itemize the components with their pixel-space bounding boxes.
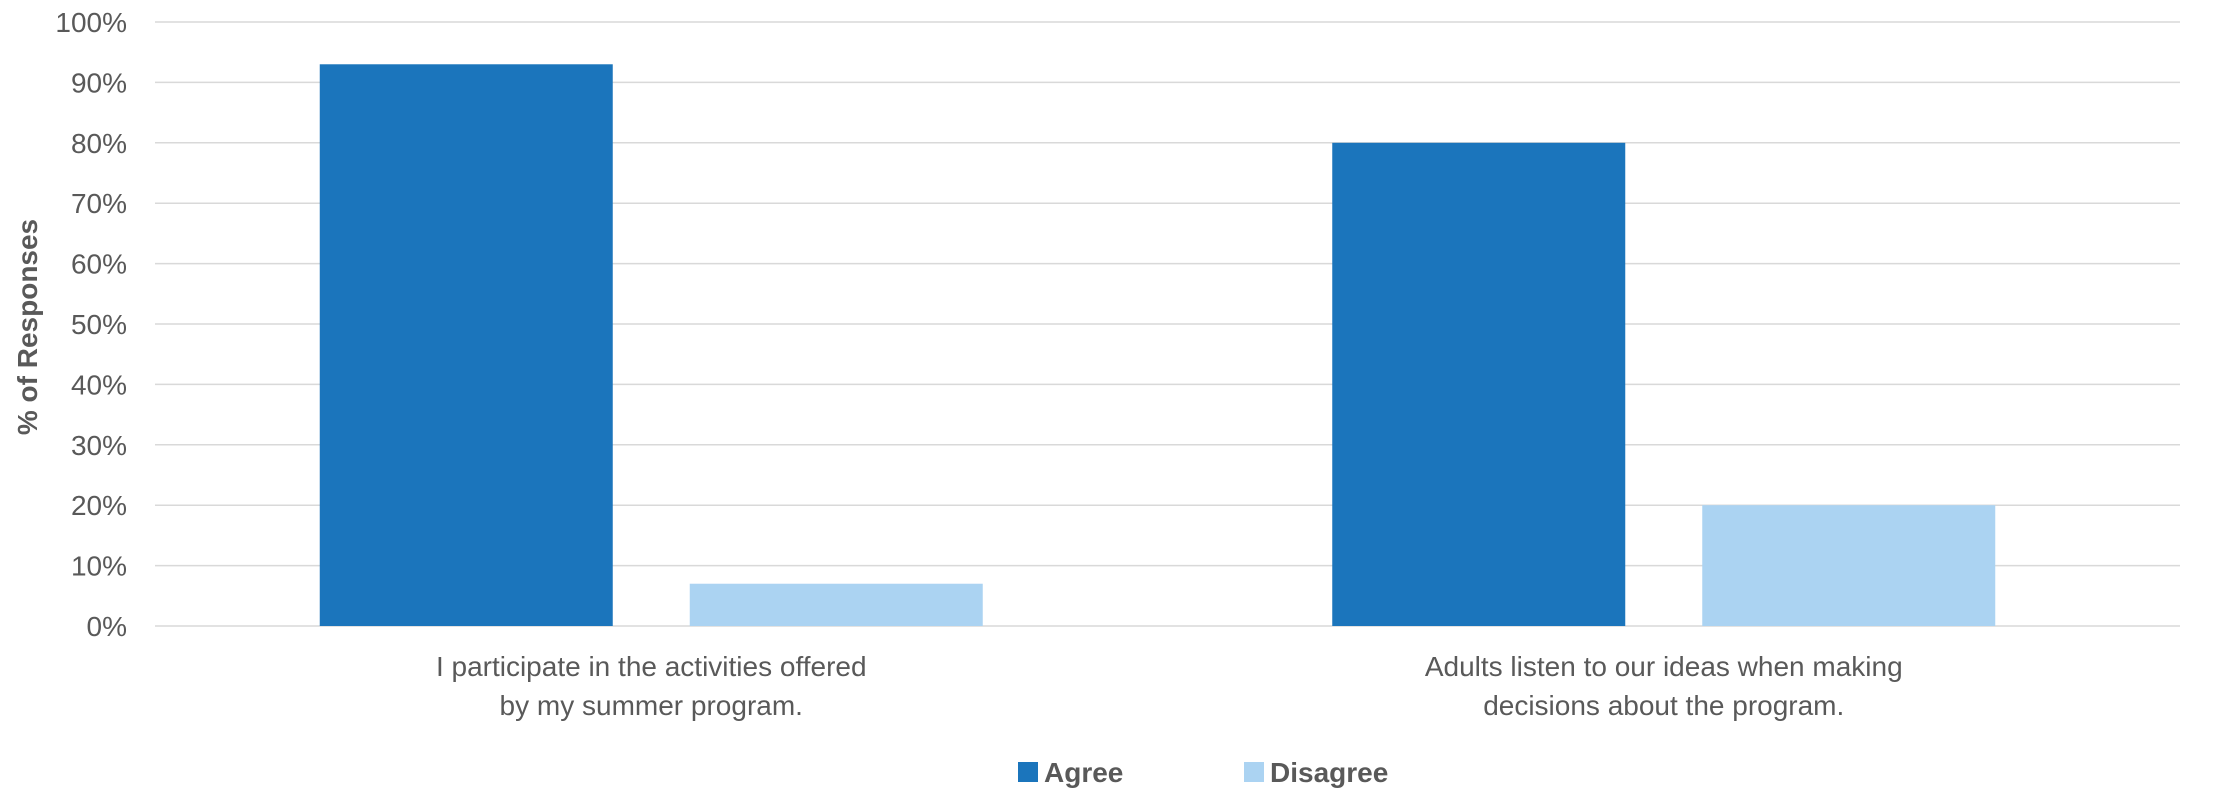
x-category-label: decisions about the program.	[1483, 690, 1844, 721]
y-tick-label: 30%	[71, 430, 127, 461]
x-category-label: Adults listen to our ideas when making	[1425, 651, 1903, 682]
y-tick-label: 90%	[71, 67, 127, 98]
legend-swatch-agree	[1018, 762, 1038, 782]
legend-label-agree: Agree	[1044, 757, 1123, 788]
y-tick-label: 40%	[71, 369, 127, 400]
x-category-label: I participate in the activities offered	[436, 651, 867, 682]
y-axis-ticks: 0% 10% 20% 30% 40% 50% 60% 70% 80% 90% 100%	[55, 7, 127, 642]
y-tick-label: 70%	[71, 188, 127, 219]
x-category-label: by my summer program.	[500, 690, 803, 721]
y-tick-label: 80%	[71, 128, 127, 159]
legend-label-disagree: Disagree	[1270, 757, 1388, 788]
y-tick-label: 0%	[87, 611, 127, 642]
y-tick-label: 60%	[71, 249, 127, 280]
bar-agree-2	[1332, 142, 1626, 627]
y-tick-label: 50%	[71, 309, 127, 340]
bars	[319, 64, 1996, 627]
y-tick-label: 20%	[71, 490, 127, 521]
x-axis-categories: I participate in the activities offered b…	[436, 651, 1903, 721]
bar-disagree-1	[689, 583, 983, 626]
y-tick-label: 100%	[55, 7, 127, 38]
y-tick-label: 10%	[71, 551, 127, 582]
legend-swatch-disagree	[1244, 762, 1264, 782]
bar-agree-1	[319, 64, 613, 626]
y-axis-label: % of Responses	[12, 219, 43, 435]
legend: Agree Disagree	[1018, 757, 1388, 788]
bar-disagree-2	[1702, 505, 1996, 626]
